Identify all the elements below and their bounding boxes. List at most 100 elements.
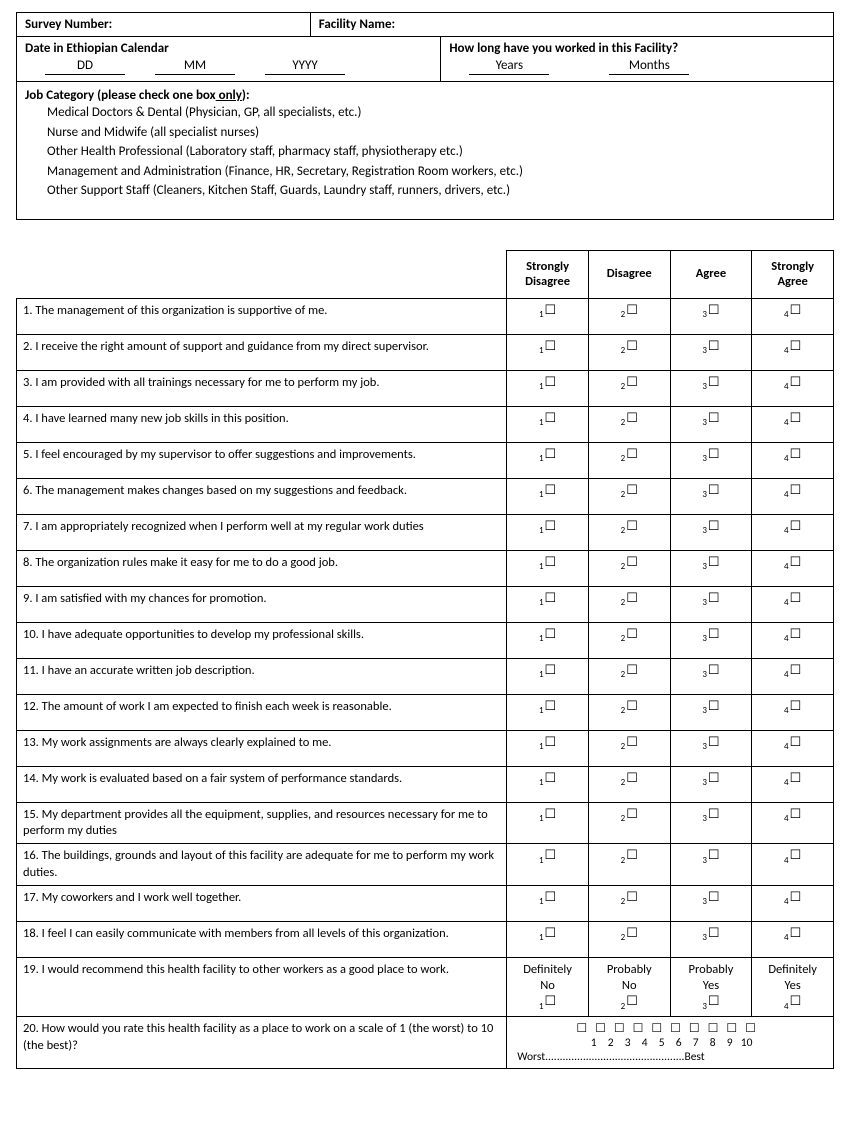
checkbox-option[interactable]: 3☐ bbox=[670, 694, 752, 730]
checkbox-option[interactable]: 3☐ bbox=[670, 885, 752, 921]
question-text: 7. I am appropriately recognized when I … bbox=[17, 514, 507, 550]
checkbox-option[interactable]: 2☐ bbox=[588, 586, 670, 622]
checkbox-option[interactable]: 3☐ bbox=[670, 370, 752, 406]
question-text: 5. I feel encouraged by my supervisor to… bbox=[17, 442, 507, 478]
checkbox-option[interactable]: 3☐ bbox=[670, 478, 752, 514]
checkbox-option[interactable]: 4☐ bbox=[752, 478, 834, 514]
checkbox-option[interactable]: 1☐ bbox=[507, 622, 589, 658]
checkbox-option[interactable]: 1☐ bbox=[507, 334, 589, 370]
checkbox-option[interactable]: 1☐ bbox=[507, 442, 589, 478]
checkbox-option[interactable]: 1☐ bbox=[507, 658, 589, 694]
checkbox-option[interactable]: 4☐ bbox=[752, 844, 834, 886]
checkbox-option[interactable]: 2☐ bbox=[588, 730, 670, 766]
checkbox-option[interactable]: 4☐ bbox=[752, 586, 834, 622]
checkbox-option[interactable]: DefinitelyNo1☐ bbox=[507, 957, 589, 1017]
checkbox-option[interactable]: 3☐ bbox=[670, 658, 752, 694]
checkbox-option[interactable]: 3☐ bbox=[670, 802, 752, 844]
checkbox-option[interactable]: 4☐ bbox=[752, 921, 834, 957]
checkbox-option[interactable]: 1☐ bbox=[507, 478, 589, 514]
question-text: 9. I am satisfied with my chances for pr… bbox=[17, 586, 507, 622]
checkbox-option[interactable]: 4☐ bbox=[752, 885, 834, 921]
checkbox-option[interactable]: 1☐ bbox=[507, 844, 589, 886]
checkbox-option[interactable]: 3☐ bbox=[670, 844, 752, 886]
work-months[interactable]: Months bbox=[609, 58, 689, 75]
date-fields: DD MM YYYY bbox=[25, 58, 432, 75]
checkbox-option[interactable]: 3☐ bbox=[670, 406, 752, 442]
date-dd[interactable]: DD bbox=[45, 58, 125, 75]
checkbox-option[interactable]: 4☐ bbox=[752, 766, 834, 802]
checkbox-option[interactable]: 2☐ bbox=[588, 478, 670, 514]
question-row: 7. I am appropriately recognized when I … bbox=[17, 514, 834, 550]
checkbox-option[interactable]: 3☐ bbox=[670, 514, 752, 550]
checkbox-option[interactable]: 1☐ bbox=[507, 550, 589, 586]
job-option[interactable]: Management and Administration (Finance, … bbox=[47, 162, 825, 182]
job-option[interactable]: Nurse and Midwife (all specialist nurses… bbox=[47, 123, 825, 143]
question-row: 1. The management of this organization i… bbox=[17, 298, 834, 334]
checkbox-option[interactable]: 4☐ bbox=[752, 406, 834, 442]
checkbox-option[interactable]: 3☐ bbox=[670, 334, 752, 370]
checkbox-option[interactable]: 1☐ bbox=[507, 370, 589, 406]
checkbox-option[interactable]: 1☐ bbox=[507, 730, 589, 766]
checkbox-option[interactable]: 3☐ bbox=[670, 766, 752, 802]
checkbox-option[interactable]: 2☐ bbox=[588, 766, 670, 802]
checkbox-option[interactable]: 2☐ bbox=[588, 844, 670, 886]
checkbox-option[interactable]: 3☐ bbox=[670, 298, 752, 334]
question-text: 13. My work assignments are always clear… bbox=[17, 730, 507, 766]
job-category-title: Job Category (please check one box only)… bbox=[25, 88, 825, 103]
checkbox-option[interactable]: 1☐ bbox=[507, 694, 589, 730]
checkbox-option[interactable]: 2☐ bbox=[588, 334, 670, 370]
checkbox-option[interactable]: 2☐ bbox=[588, 921, 670, 957]
checkbox-option[interactable]: 2☐ bbox=[588, 802, 670, 844]
checkbox-option[interactable]: 4☐ bbox=[752, 730, 834, 766]
checkbox-option[interactable]: 2☐ bbox=[588, 370, 670, 406]
checkbox-option[interactable]: 4☐ bbox=[752, 658, 834, 694]
checkbox-option[interactable]: 2☐ bbox=[588, 442, 670, 478]
checkbox-option[interactable]: 1☐ bbox=[507, 406, 589, 442]
checkbox-option[interactable]: 4☐ bbox=[752, 298, 834, 334]
checkbox-option[interactable]: 3☐ bbox=[670, 442, 752, 478]
question-row: 5. I feel encouraged by my supervisor to… bbox=[17, 442, 834, 478]
question-text: 20. How would you rate this health facil… bbox=[17, 1017, 507, 1069]
checkbox-option[interactable]: 3☐ bbox=[670, 550, 752, 586]
checkbox-option[interactable]: 3☐ bbox=[670, 622, 752, 658]
checkbox-option[interactable]: 4☐ bbox=[752, 442, 834, 478]
checkbox-option[interactable]: 4☐ bbox=[752, 694, 834, 730]
checkbox-option[interactable]: 1☐ bbox=[507, 514, 589, 550]
job-option[interactable]: Other Support Staff (Cleaners, Kitchen S… bbox=[47, 181, 825, 201]
checkbox-option[interactable]: ProbablyYes3☐ bbox=[670, 957, 752, 1017]
work-years[interactable]: Years bbox=[469, 58, 549, 75]
checkbox-option[interactable]: 1☐ bbox=[507, 802, 589, 844]
checkbox-option[interactable]: 2☐ bbox=[588, 885, 670, 921]
checkbox-option[interactable]: 4☐ bbox=[752, 550, 834, 586]
question-row: 4. I have learned many new job skills in… bbox=[17, 406, 834, 442]
checkbox-option[interactable]: 1☐ bbox=[507, 766, 589, 802]
checkbox-option[interactable]: 4☐ bbox=[752, 622, 834, 658]
question-text: 8. The organization rules make it easy f… bbox=[17, 550, 507, 586]
checkbox-option[interactable]: DefinitelyYes4☐ bbox=[752, 957, 834, 1017]
checkbox-option[interactable]: 1☐ bbox=[507, 921, 589, 957]
checkbox-option[interactable]: 4☐ bbox=[752, 334, 834, 370]
checkbox-option[interactable]: 2☐ bbox=[588, 658, 670, 694]
checkbox-option[interactable]: 4☐ bbox=[752, 802, 834, 844]
checkbox-option[interactable]: ProbablyNo2☐ bbox=[588, 957, 670, 1017]
checkbox-option[interactable]: 2☐ bbox=[588, 550, 670, 586]
date-yyyy[interactable]: YYYY bbox=[265, 58, 345, 75]
date-mm[interactable]: MM bbox=[155, 58, 235, 75]
job-option[interactable]: Medical Doctors & Dental (Physician, GP,… bbox=[47, 103, 825, 123]
checkbox-option[interactable]: 4☐ bbox=[752, 370, 834, 406]
checkbox-option[interactable]: 2☐ bbox=[588, 406, 670, 442]
checkbox-option[interactable]: 2☐ bbox=[588, 694, 670, 730]
checkbox-option[interactable]: 2☐ bbox=[588, 298, 670, 334]
checkbox-option[interactable]: 3☐ bbox=[670, 921, 752, 957]
checkbox-option[interactable]: 2☐ bbox=[588, 622, 670, 658]
checkbox-option[interactable]: 1☐ bbox=[507, 885, 589, 921]
job-option[interactable]: Other Health Professional (Laboratory st… bbox=[47, 142, 825, 162]
checkbox-option[interactable]: 2☐ bbox=[588, 514, 670, 550]
checkbox-option[interactable]: 3☐ bbox=[670, 730, 752, 766]
checkbox-option[interactable]: 1☐ bbox=[507, 298, 589, 334]
rating-scale[interactable]: ☐☐☐☐☐☐☐☐☐☐ 12345678910 Worst............… bbox=[507, 1017, 834, 1069]
checkbox-option[interactable]: 4☐ bbox=[752, 514, 834, 550]
checkbox-option[interactable]: 3☐ bbox=[670, 586, 752, 622]
checkbox-option[interactable]: 1☐ bbox=[507, 586, 589, 622]
question-text: 6. The management makes changes based on… bbox=[17, 478, 507, 514]
